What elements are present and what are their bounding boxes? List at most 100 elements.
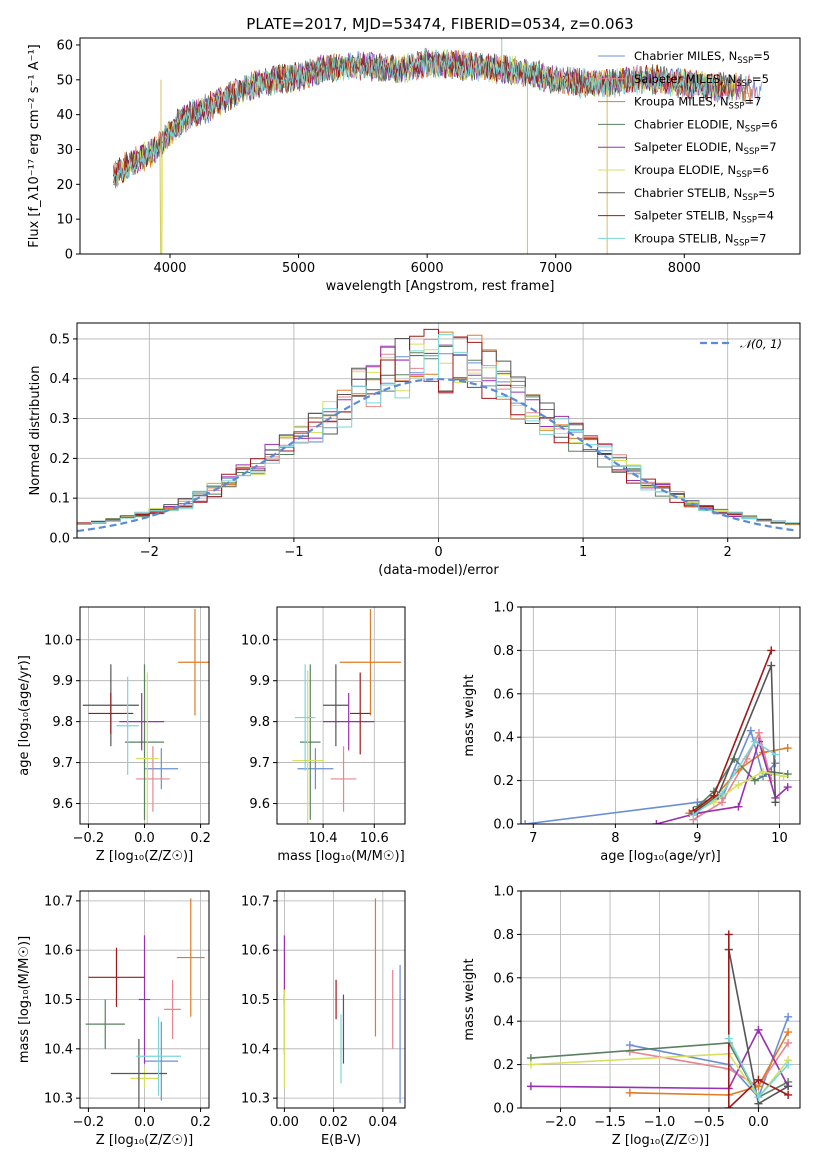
weight-marker [783,744,792,753]
axes-frame [520,606,801,825]
x-tick-label: 7000 [539,261,572,276]
errorbar-point-chabrier_elodie [300,664,321,820]
legend-gaussian: 𝒩(0, 1) [740,337,782,351]
y-tick-label: 30 [56,143,73,158]
errorbar-point-salpeter_stelib [88,947,145,1007]
weight-marker [625,1047,634,1056]
weight-marker [724,930,733,939]
errorbar-point-kroupa_miles [178,609,209,716]
x-tick-label: −0.2 [73,1115,105,1130]
errorbar-point-kroupa_elodie [292,670,324,824]
weight-marker [754,728,763,737]
y-axis-label: mass weight [462,674,477,756]
weight-line-salpeter_elodie [656,738,789,824]
weight-marker [750,776,759,785]
errorbar-point-kroupa_miles [339,609,402,716]
legend-entry: Chabrier STELIB, NSSP=5 [634,186,775,203]
panel-mass_vs_Z: −0.2 0.0 0.2 10.3 10.4 10.5 10.6 10.7 Z [log₁₀(Z… [17,890,211,1148]
x-axis-label: Z [log₁₀(Z/Z☉)] [612,1133,709,1148]
legend-entry: Chabrier ELODIE, NSSP=6 [634,117,778,134]
errorbar-point-chabrier_stelib [110,1038,167,1108]
x-tick-label: −1.5 [594,1115,626,1130]
errorbar-point-kroupa_elodie [130,1068,159,1089]
x-tick-label: 10.4 [309,831,338,846]
x-tick-label: 1 [579,545,587,560]
plot-area-mass_vs_ebv [283,898,401,1104]
y-tick-label: 9.6 [52,797,73,812]
errorbar-point-kroupa_stelib [116,676,139,775]
weight-marker [754,1025,763,1034]
y-tick-label: 0.8 [493,644,514,659]
x-tick-label: 10.6 [360,831,389,846]
x-tick-label: 0.0 [748,1115,769,1130]
figure-title: PLATE=2017, MJD=53474, FIBERID=0534, z=0… [246,15,633,33]
weight-marker [718,798,727,807]
panel-mass_vs_ebv: 0.00 0.02 0.04 10.3 10.4 10.5 10.6 10.7 E(B-V) [241,890,406,1148]
errorbar-point-kroupa_stelib [136,1016,181,1096]
errorbar-point-salpeter_stelib [88,692,134,734]
axes-frame [276,606,406,825]
y-tick-label: 9.8 [52,715,73,730]
y-tick-label: 0.0 [493,1102,514,1117]
spectrum-line-salpeter_stelib [113,51,726,187]
y-tick-label: 0.0 [493,818,514,833]
y-tick-label: 10.6 [241,944,270,959]
y-tick-label: 0.4 [493,1015,514,1030]
weight-marker [652,820,661,824]
x-tick-label: 4000 [153,261,186,276]
y-axis-label: Flux [f_λ10⁻¹⁷ erg cm⁻² s⁻¹ A⁻¹] [27,44,42,248]
y-axis-label: age [log₁₀(age/yr)] [17,655,32,776]
y-tick-label: 10.3 [241,1092,270,1107]
y-tick-label: 50 [56,73,73,88]
errorbar-point-chabrier_miles [144,748,179,790]
panel-weight_vs_Z: −2.0 −1.5 −1.0 −0.5 0.0 0.0 0.2 0.4 0.6 0.8 1.0 Z [… [462,885,801,1148]
errorbar-point-kroupa_miles [176,898,205,1017]
weight-marker [783,770,792,779]
weight-marker [771,750,780,759]
weight-line-chabrier_elodie [530,1042,789,1099]
x-tick-label: 2 [724,545,732,560]
x-tick-label: 0.02 [319,1115,348,1130]
y-tick-label: 10.5 [44,993,73,1008]
weight-line-kroupa_elodie [530,1052,789,1099]
x-axis-label: Z [log₁₀(Z/Z☉)] [96,1133,193,1148]
errorbar-point-chabrier_elodie [85,999,125,1049]
weight-line-salpeter_elodie [530,1028,789,1090]
y-tick-label: 0.2 [49,452,70,467]
panel-age_vs_Z: −0.2 0.0 0.2 9.6 9.7 9.8 9.9 10.0 Z [log₁₀(Z/Z☉)… [17,606,211,864]
y-tick-label: 0.4 [493,731,514,746]
y-axis-label: mass weight [462,958,477,1040]
y-tick-label: 10.7 [44,894,73,909]
x-tick-label: 0.0 [134,1115,155,1130]
panel-spectrum: 4000 5000 6000 7000 8000 0 10 20 30 40 50 60 wavelen… [27,37,801,294]
x-axis-label: (data-model)/error [378,563,499,578]
legend-entry: Salpeter ELODIE, NSSP=7 [634,140,777,157]
y-tick-label: 0.6 [493,971,514,986]
x-axis-label: wavelength [Angstrom, rest frame] [326,279,555,294]
x-axis-label: mass [log₁₀(M/M☉)] [277,849,404,864]
x-tick-label: 7 [529,831,537,846]
axes-frame [79,606,210,825]
y-tick-label: 0.8 [493,928,514,943]
x-tick-label: −2 [140,545,159,560]
errorbar-point-kroupa_elodie [136,672,159,824]
spectrum-legend: Chabrier MILES, NSSP=5 Salpeter MILES, NS… [598,49,778,248]
y-tick-label: 10.4 [44,1042,73,1057]
x-tick-label: 5000 [282,261,315,276]
weight-marker [734,780,743,789]
errorbar-point-salpeter_miles [136,746,170,812]
weight-marker [754,1075,763,1084]
y-tick-label: 0.4 [49,372,70,387]
weight-marker [779,772,788,781]
weight-marker [709,791,718,800]
legend-entry: Kroupa MILES, NSSP=7 [634,95,761,112]
weight-marker [783,783,792,792]
weight-line-chabrier_miles [525,728,776,824]
weight-marker [767,661,776,670]
legend-entry: Kroupa STELIB, NSSP=7 [634,231,766,248]
errorbar-point-chabrier_stelib [323,664,349,747]
legend-entry: Salpeter MILES, NSSP=5 [634,72,769,89]
x-tick-label: 6000 [411,261,444,276]
x-tick-label: 0.04 [368,1115,397,1130]
x-tick-label: 0.2 [190,831,211,846]
